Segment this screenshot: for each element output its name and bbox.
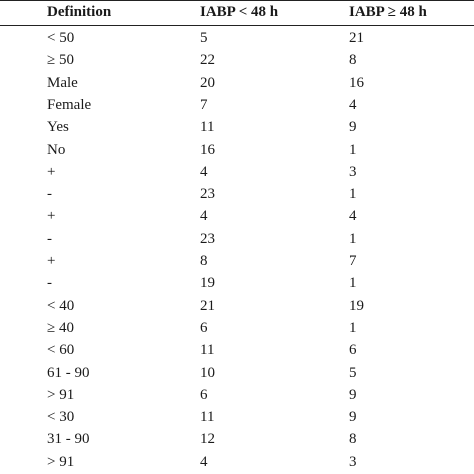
cell-definition: > 91 xyxy=(47,386,75,403)
table-row: < 30 11 9 xyxy=(0,406,474,429)
cell-iabp-over-48h: 1 xyxy=(349,319,357,336)
cell-definition: < 60 xyxy=(47,342,75,359)
cell-iabp-over-48h: 8 xyxy=(349,52,357,69)
table-top-rule xyxy=(0,0,474,1)
cell-definition: Yes xyxy=(47,119,69,136)
cell-iabp-under-48h: 12 xyxy=(200,431,215,448)
table-header-row: Definition IABP < 48 h IABP ≥ 48 h xyxy=(0,1,474,24)
cell-iabp-over-48h: 1 xyxy=(349,141,357,158)
cell-iabp-over-48h: 6 xyxy=(349,342,357,359)
cell-iabp-over-48h: 4 xyxy=(349,96,357,113)
cell-iabp-under-48h: 6 xyxy=(200,386,208,403)
cell-iabp-over-48h: 21 xyxy=(349,30,364,46)
cell-definition: ≥ 50 xyxy=(47,52,74,69)
cell-definition: Male xyxy=(47,74,78,91)
cell-definition: < 50 xyxy=(47,30,75,46)
cell-definition: < 40 xyxy=(47,297,75,314)
cell-iabp-under-48h: 11 xyxy=(200,342,215,359)
header-definition: Definition xyxy=(47,4,112,20)
table-row: < 40 21 19 xyxy=(0,295,474,318)
cell-iabp-over-48h: 16 xyxy=(349,74,364,91)
header-iabp-under-48h: IABP < 48 h xyxy=(200,4,279,20)
cell-definition: - xyxy=(47,230,52,247)
cell-iabp-under-48h: 6 xyxy=(200,319,208,336)
table-row: ≥ 50 22 8 xyxy=(0,49,474,72)
cell-iabp-under-48h: 4 xyxy=(200,208,208,225)
cell-iabp-under-48h: 23 xyxy=(200,186,215,203)
cell-definition: - xyxy=(47,186,52,203)
table-row: < 60 11 6 xyxy=(0,339,474,362)
cell-definition: Female xyxy=(47,96,92,113)
cell-iabp-over-48h: 5 xyxy=(349,364,357,381)
table-row: Male 20 16 xyxy=(0,72,474,95)
cell-iabp-under-48h: 16 xyxy=(200,141,215,158)
cell-iabp-over-48h: 9 xyxy=(349,386,357,403)
cell-iabp-under-48h: 4 xyxy=(200,453,208,470)
cell-definition: ≥ 40 xyxy=(47,319,74,336)
cell-definition: > 91 xyxy=(47,453,75,470)
cell-iabp-over-48h: 3 xyxy=(349,163,357,180)
cell-iabp-under-48h: 20 xyxy=(200,74,215,91)
cell-iabp-under-48h: 11 xyxy=(200,409,215,426)
cell-iabp-over-48h: 4 xyxy=(349,208,357,225)
table-row: No 16 1 xyxy=(0,139,474,162)
cell-iabp-over-48h: 9 xyxy=(349,409,357,426)
table-row: +4 4 xyxy=(0,205,474,228)
table-row: 61 - 90 10 5 xyxy=(0,362,474,385)
cell-definition: No xyxy=(47,141,66,158)
cell-iabp-under-48h: 22 xyxy=(200,52,215,69)
table-row: - 19 1 xyxy=(0,272,474,295)
table-row: +4 3 xyxy=(0,161,474,184)
cell-iabp-over-48h: 1 xyxy=(349,186,357,203)
table-row: - 23 1 xyxy=(0,228,474,251)
cell-iabp-under-48h: 7 xyxy=(200,96,208,113)
cell-definition: < 30 xyxy=(47,409,75,426)
cell-iabp-over-48h: 1 xyxy=(349,275,357,292)
cell-iabp-under-48h: 21 xyxy=(200,297,215,314)
table-row: < 50 5 21 xyxy=(0,27,474,50)
cell-iabp-under-48h: 11 xyxy=(200,119,215,136)
table-row: +8 7 xyxy=(0,250,474,273)
cell-iabp-under-48h: 19 xyxy=(200,275,215,292)
cell-iabp-over-48h: 8 xyxy=(349,431,357,448)
cell-iabp-over-48h: 7 xyxy=(349,253,357,269)
cell-definition: + xyxy=(47,163,56,180)
table-row: Female 7 4 xyxy=(0,94,474,117)
cell-definition: + xyxy=(47,253,56,269)
cell-iabp-under-48h: 5 xyxy=(200,30,208,46)
header-iabp-over-48h: IABP ≥ 48 h xyxy=(349,4,427,20)
cell-iabp-over-48h: 1 xyxy=(349,230,357,247)
table-row: > 91 4 3 xyxy=(0,451,474,474)
cell-iabp-over-48h: 19 xyxy=(349,297,364,314)
table-row: > 91 6 9 xyxy=(0,384,474,407)
cell-iabp-over-48h: 3 xyxy=(349,453,357,470)
cell-definition: 31 - 90 xyxy=(47,431,90,448)
cell-iabp-under-48h: 8 xyxy=(200,253,208,269)
cell-iabp-under-48h: 23 xyxy=(200,230,215,247)
cell-definition: 61 - 90 xyxy=(47,364,90,381)
cell-iabp-under-48h: 4 xyxy=(200,163,208,180)
table-row: - 23 1 xyxy=(0,183,474,206)
cell-definition: - xyxy=(47,275,52,292)
table-header-rule xyxy=(0,25,474,26)
table-row: Yes 11 9 xyxy=(0,116,474,139)
cell-definition: + xyxy=(47,208,56,225)
table-row: 31 - 90 12 8 xyxy=(0,428,474,451)
cell-iabp-under-48h: 10 xyxy=(200,364,215,381)
table-row: ≥ 40 6 1 xyxy=(0,317,474,340)
cell-iabp-over-48h: 9 xyxy=(349,119,357,136)
